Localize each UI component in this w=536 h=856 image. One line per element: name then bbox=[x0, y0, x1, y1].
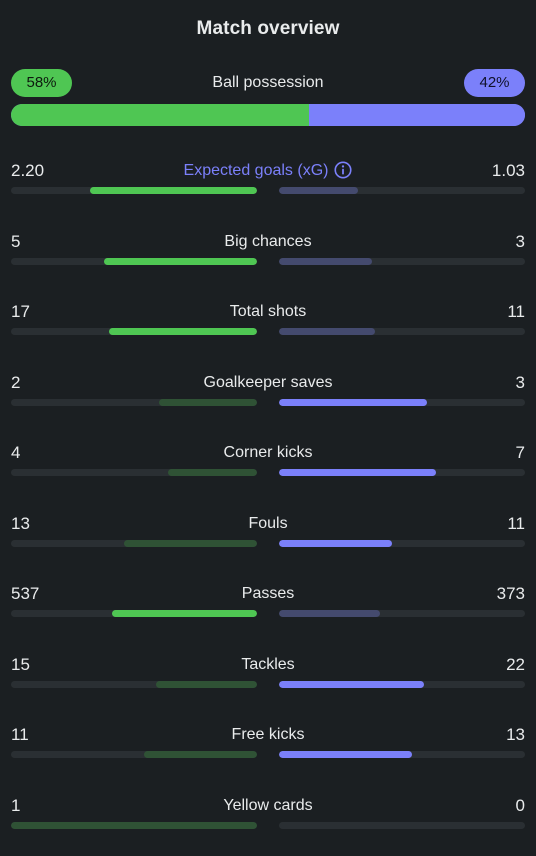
stat-bar-away bbox=[279, 257, 525, 265]
stat-home-value: 11 bbox=[11, 725, 29, 744]
stat-bar-home bbox=[11, 328, 257, 335]
stat-away-value: 11 bbox=[507, 302, 525, 321]
possession-bar bbox=[11, 104, 525, 126]
possession-bar-home bbox=[11, 104, 310, 126]
stat-row: 13 Fouls 11 bbox=[11, 513, 525, 553]
stat-home-value: 17 bbox=[11, 302, 30, 321]
stat-label: Passes bbox=[11, 583, 525, 605]
stat-bar-away bbox=[279, 821, 525, 829]
stat-bar-home bbox=[11, 257, 257, 265]
stat-label-text: Big chances bbox=[224, 232, 312, 250]
stat-label-text: Yellow cards bbox=[223, 796, 313, 814]
stat-bar-home-fill bbox=[104, 257, 257, 265]
stat-away-value: 373 bbox=[496, 584, 525, 603]
stat-row: 537 Passes 373 bbox=[11, 583, 525, 623]
stat-row: 2.20 Expected goals (xG) 1.03 bbox=[11, 160, 525, 200]
stat-bar-away-fill bbox=[279, 539, 392, 547]
stat-away-value: 1.03 bbox=[491, 161, 525, 180]
stat-bar-away-fill bbox=[279, 187, 358, 194]
stat-label-text: Total shots bbox=[229, 303, 307, 320]
stat-bar-away bbox=[279, 469, 525, 476]
stat-row: 11 Free kicks 13 bbox=[11, 724, 525, 764]
stat-bar-away bbox=[279, 187, 525, 194]
stat-home-value: 5 bbox=[11, 231, 21, 251]
stat-label: Goalkeeper saves bbox=[11, 372, 525, 394]
stat-bar-away-fill bbox=[279, 257, 372, 265]
stat-row: 4 Corner kicks 7 bbox=[11, 442, 525, 482]
stat-row: 17 Total shots 11 bbox=[11, 301, 525, 341]
stat-bar-away bbox=[279, 610, 525, 617]
possession-header: 58% Ball possession 42% bbox=[11, 69, 525, 97]
stat-bar-home bbox=[11, 539, 257, 547]
stat-home-value: 1 bbox=[11, 795, 21, 815]
stat-home-value: 4 bbox=[11, 443, 21, 462]
stat-label: Yellow cards bbox=[11, 795, 525, 817]
stat-bar-away bbox=[279, 328, 525, 335]
stat-bar-home bbox=[11, 821, 257, 829]
stat-bar-away bbox=[279, 751, 525, 758]
stat-bar-away-fill bbox=[279, 610, 380, 617]
stat-label-text: Tackles bbox=[241, 655, 295, 673]
stat-home-value: 2 bbox=[11, 372, 21, 392]
possession-home-badge: 58% bbox=[11, 69, 72, 97]
stat-label[interactable]: Expected goals (xG) bbox=[11, 160, 525, 182]
stat-label: Total shots bbox=[11, 301, 525, 323]
stat-bar-away-fill bbox=[279, 469, 436, 476]
stat-label: Fouls bbox=[11, 513, 525, 535]
stat-bar-home-fill bbox=[11, 821, 257, 829]
info-icon[interactable] bbox=[334, 161, 353, 179]
stat-bar-home-fill bbox=[109, 328, 257, 335]
stat-bar-away bbox=[279, 398, 525, 406]
stat-away-value: 22 bbox=[506, 654, 525, 674]
stat-bar-home bbox=[11, 751, 257, 758]
stat-row: 5 Big chances 3 bbox=[11, 231, 525, 271]
possession-label: Ball possession bbox=[212, 74, 324, 91]
stat-bar-home-fill bbox=[144, 751, 257, 758]
possession-away-badge: 42% bbox=[464, 69, 525, 97]
stat-away-value: 7 bbox=[515, 443, 525, 462]
stat-label-text: Passes bbox=[241, 585, 295, 602]
stat-bar-home-fill bbox=[168, 469, 257, 476]
stat-label-text: Expected goals (xG) bbox=[183, 162, 329, 179]
stat-bar-home bbox=[11, 469, 257, 476]
stat-label: Free kicks bbox=[11, 724, 525, 746]
stat-bar-away-fill bbox=[279, 398, 427, 406]
stat-label: Tackles bbox=[11, 654, 525, 676]
stat-bar-home-fill bbox=[112, 610, 257, 617]
stat-away-value: 11 bbox=[507, 513, 525, 533]
stat-home-value: 13 bbox=[11, 513, 30, 533]
page-title: Match overview bbox=[196, 18, 340, 39]
stat-label-text: Free kicks bbox=[231, 726, 305, 743]
stat-bar-home-fill bbox=[124, 539, 257, 547]
stat-home-value: 15 bbox=[11, 654, 30, 674]
possession-bar-away bbox=[309, 104, 525, 126]
stat-bar-home-fill bbox=[90, 187, 257, 194]
stat-row: 2 Goalkeeper saves 3 bbox=[11, 372, 525, 412]
stat-label-text: Corner kicks bbox=[223, 444, 313, 461]
stat-home-value: 537 bbox=[11, 584, 40, 603]
stat-bar-away bbox=[279, 539, 525, 547]
stat-bar-away-fill bbox=[279, 680, 424, 688]
stat-bar-away-fill bbox=[279, 328, 375, 335]
stat-home-value: 2.20 bbox=[11, 161, 45, 180]
stat-bar-home bbox=[11, 610, 257, 617]
stat-bar-away bbox=[279, 680, 525, 688]
stat-row: 1 Yellow cards 0 bbox=[11, 795, 525, 835]
stat-bar-home-fill bbox=[156, 680, 257, 688]
stat-bar-away-fill bbox=[279, 751, 412, 758]
stat-label: Corner kicks bbox=[11, 442, 525, 464]
stat-away-value: 13 bbox=[506, 725, 525, 744]
stat-row: 15 Tackles 22 bbox=[11, 654, 525, 694]
stat-away-value: 0 bbox=[515, 795, 525, 815]
stat-bar-home bbox=[11, 187, 257, 194]
stat-label: Big chances bbox=[11, 231, 525, 253]
stat-away-value: 3 bbox=[515, 231, 525, 251]
stat-bar-home bbox=[11, 398, 257, 406]
stat-label-text: Fouls bbox=[248, 514, 288, 532]
stat-bar-home bbox=[11, 680, 257, 688]
stat-away-value: 3 bbox=[515, 372, 525, 392]
stat-bar-home-fill bbox=[159, 398, 257, 406]
stat-label-text: Goalkeeper saves bbox=[203, 373, 333, 391]
